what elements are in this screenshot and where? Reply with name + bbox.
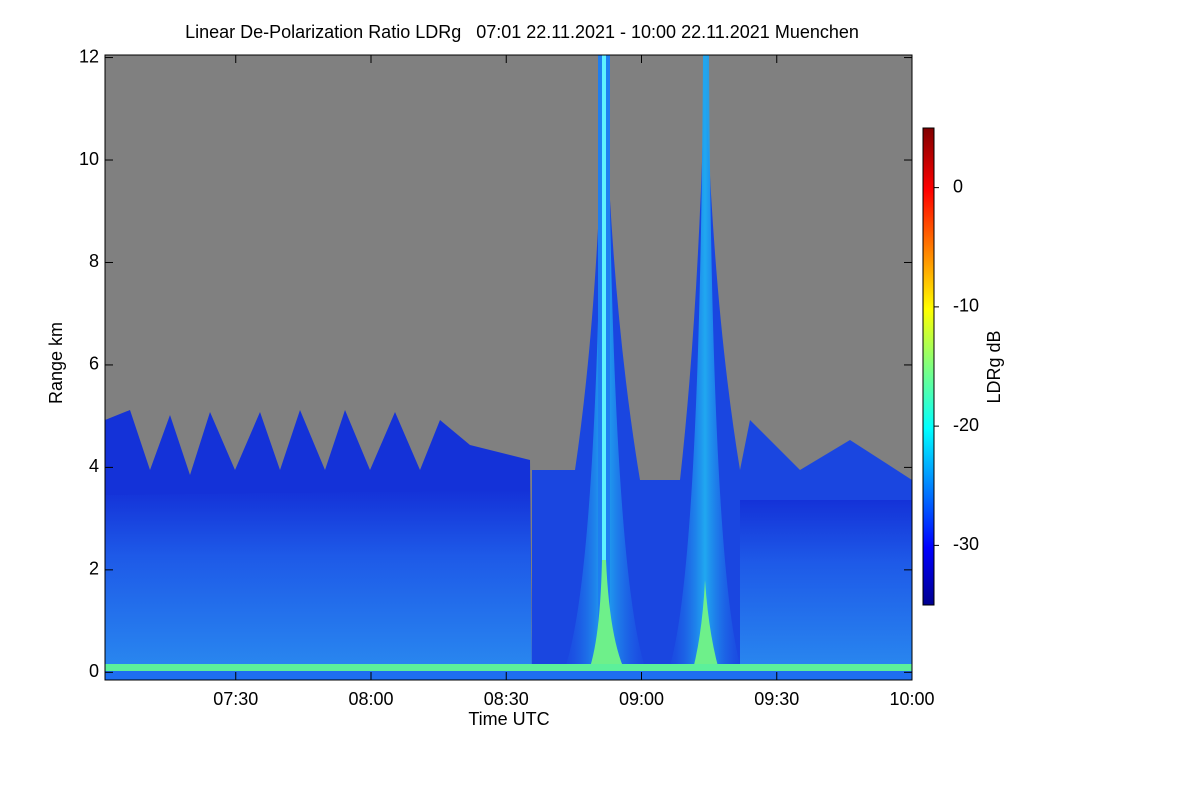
y-tick-label: 0 <box>89 661 99 681</box>
colorbar-label: LDRg dB <box>984 330 1004 403</box>
y-tick-label: 6 <box>89 354 99 374</box>
colorbar-tick-label: 0 <box>953 176 963 196</box>
x-tick-label: 09:30 <box>754 689 799 709</box>
x-tick-label: 07:30 <box>213 689 258 709</box>
colorbar-tick-label: -20 <box>953 415 979 435</box>
y-tick-label: 10 <box>79 149 99 169</box>
plot-frame <box>104 54 913 681</box>
x-tick-label: 10:00 <box>889 689 934 709</box>
x-tick-label: 08:00 <box>348 689 393 709</box>
y-tick-label: 8 <box>89 251 99 271</box>
x-tick-label: 09:00 <box>619 689 664 709</box>
x-tick-label: 08:30 <box>484 689 529 709</box>
x-axis-label: Time UTC <box>468 709 549 729</box>
colorbar-tick-label: -30 <box>953 534 979 554</box>
colorbar <box>922 127 935 606</box>
chart-title: Linear De-Polarization Ratio LDRg 07:01 … <box>185 22 859 42</box>
y-tick-label: 2 <box>89 559 99 579</box>
y-tick-label: 12 <box>79 46 99 66</box>
heatmap-image <box>105 55 912 680</box>
y-axis-label: Range km <box>46 322 66 404</box>
colorbar-tick-label: -10 <box>953 296 979 316</box>
y-tick-label: 4 <box>89 456 99 476</box>
